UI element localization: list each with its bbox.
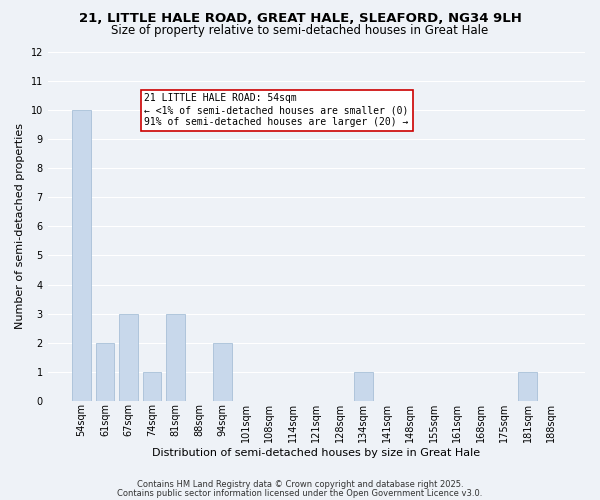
Text: Contains HM Land Registry data © Crown copyright and database right 2025.: Contains HM Land Registry data © Crown c… [137,480,463,489]
Text: 21, LITTLE HALE ROAD, GREAT HALE, SLEAFORD, NG34 9LH: 21, LITTLE HALE ROAD, GREAT HALE, SLEAFO… [79,12,521,26]
Bar [143,372,161,401]
X-axis label: Distribution of semi-detached houses by size in Great Hale: Distribution of semi-detached houses by … [152,448,481,458]
Text: 21 LITTLE HALE ROAD: 54sqm
← <1% of semi-detached houses are smaller (0)
91% of : 21 LITTLE HALE ROAD: 54sqm ← <1% of semi… [145,94,409,126]
Bar [213,343,232,401]
Bar [95,343,115,401]
Bar [354,372,373,401]
Bar [518,372,537,401]
Text: Contains public sector information licensed under the Open Government Licence v3: Contains public sector information licen… [118,488,482,498]
Text: Size of property relative to semi-detached houses in Great Hale: Size of property relative to semi-detach… [112,24,488,37]
Bar [72,110,91,401]
Y-axis label: Number of semi-detached properties: Number of semi-detached properties [15,124,25,330]
Bar [119,314,138,401]
Bar [166,314,185,401]
